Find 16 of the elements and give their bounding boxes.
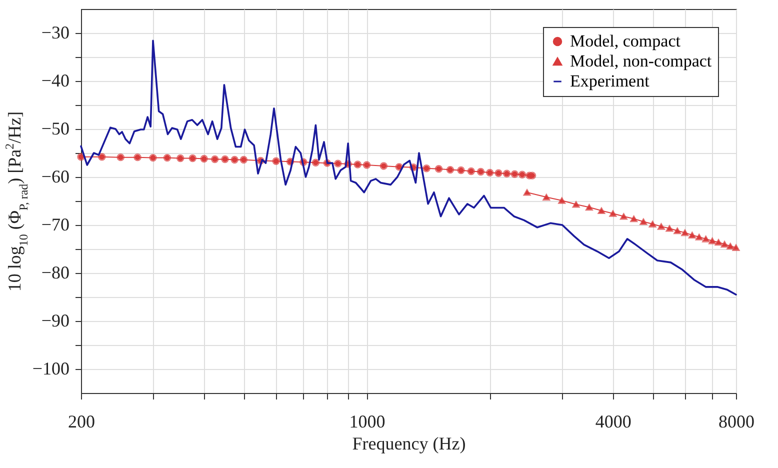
y-tick-label: −70 xyxy=(41,214,70,234)
legend-label: Model, non-compact xyxy=(570,52,712,70)
x-tick-label: 1000 xyxy=(349,412,386,432)
x-tick-label: 4000 xyxy=(595,412,632,432)
legend-label: Experiment xyxy=(570,72,650,90)
y-tick-label: −30 xyxy=(41,22,70,42)
y-tick-label: −40 xyxy=(41,70,70,90)
y-tick-label: −80 xyxy=(41,262,70,282)
y-tick-label: −100 xyxy=(32,358,70,378)
x-tick-label: 200 xyxy=(68,412,95,432)
y-tick-label: −50 xyxy=(41,118,70,138)
x-tick-label: 8000 xyxy=(718,412,754,432)
legend-label: Model, compact xyxy=(570,32,681,50)
y-tick-label: −90 xyxy=(41,310,70,330)
x-axis-title: Frequency (Hz) xyxy=(352,434,466,454)
y-tick-label: −60 xyxy=(41,166,70,186)
